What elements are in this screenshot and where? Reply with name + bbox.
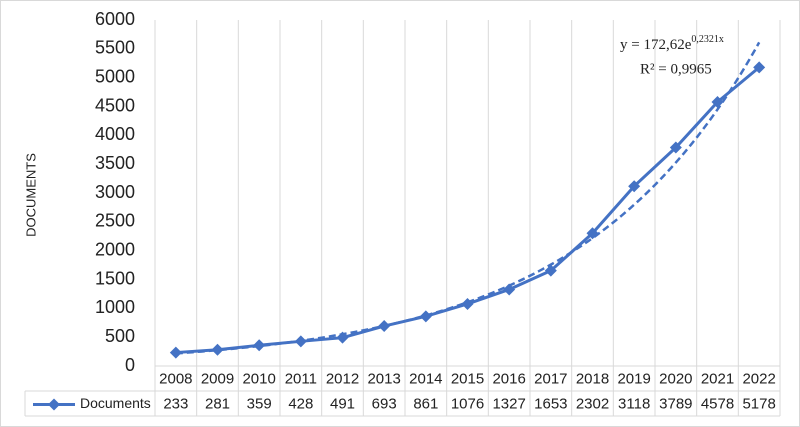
table-value: 491 [330,395,355,412]
y-tick-label: 4500 [95,95,135,115]
point-marker [211,343,224,356]
table-value: 3118 [618,395,650,412]
x-tick-label: 2011 [285,370,317,387]
y-tick-label: 500 [105,326,135,346]
y-tick-label: 1000 [95,297,135,317]
x-tick-label: 2016 [492,370,525,387]
y-tick-label: 2000 [95,239,135,259]
point-marker [294,335,307,348]
y-tick-label: 3500 [95,153,135,173]
point-marker [586,227,599,240]
x-tick-label: 2020 [659,370,692,387]
table-value: 693 [372,395,397,412]
table-value: 4578 [701,395,734,412]
x-tick-label: 2009 [201,370,234,387]
table-value: 2302 [576,395,609,412]
point-marker [253,339,266,352]
point-marker [669,141,682,154]
legend-label: Documents [80,395,151,411]
y-tick-label: 0 [125,355,135,375]
table-value: 5178 [742,395,775,412]
table-value: 3789 [659,395,692,412]
x-tick-label: 2022 [742,370,775,387]
x-tick-label: 2021 [701,370,734,387]
legend-marker [48,398,60,411]
point-marker [336,331,349,344]
point-marker [753,61,766,74]
point-marker [461,297,474,310]
x-tick-label: 2014 [409,370,442,387]
point-marker [628,180,641,193]
y-tick-label: 5500 [95,38,135,58]
table-value: 861 [413,395,438,412]
x-tick-label: 2008 [159,370,192,387]
point-marker [378,320,391,333]
y-tick-label: 5000 [95,66,135,86]
x-tick-label: 2010 [242,370,275,387]
point-marker [169,346,182,359]
x-tick-label: 2015 [451,370,484,387]
table-value: 1327 [492,395,525,412]
y-tick-label: 1500 [95,268,135,288]
trendline-r-squared: R² = 0,9965 [640,61,712,77]
x-tick-label: 2012 [326,370,359,387]
y-tick-label: 3000 [95,182,135,202]
point-marker [711,96,724,109]
table-value: 1076 [451,395,484,412]
table-value: 359 [247,395,272,412]
y-axis-title: DOCUMENTS [23,153,38,237]
table-value: 428 [288,395,313,412]
equation-base: y = 172,62e [620,37,692,53]
point-marker [419,310,432,323]
y-tick-label: 4000 [95,124,135,144]
table-value: 233 [163,395,188,412]
table-value: 1653 [534,395,567,412]
x-tick-label: 2017 [534,370,567,387]
equation-exponent: 0,2321x [691,34,724,45]
point-marker [503,283,516,296]
table-value: 281 [205,395,230,412]
y-tick-label: 6000 [95,9,135,29]
x-tick-label: 2019 [617,370,650,387]
x-tick-label: 2013 [367,370,400,387]
y-tick-label: 2500 [95,211,135,231]
x-tick-label: 2018 [576,370,609,387]
point-marker [544,264,557,277]
trendline-equation: y = 172,62e0,2321x [620,34,724,53]
